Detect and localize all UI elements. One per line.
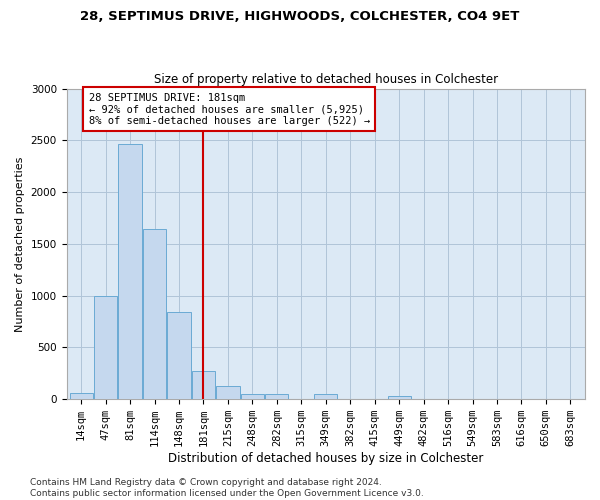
Bar: [167, 312, 191, 399]
Bar: [388, 396, 411, 399]
Text: 28 SEPTIMUS DRIVE: 181sqm
← 92% of detached houses are smaller (5,925)
8% of sem: 28 SEPTIMUS DRIVE: 181sqm ← 92% of detac…: [89, 92, 370, 126]
Bar: [192, 372, 215, 399]
Bar: [241, 394, 264, 399]
X-axis label: Distribution of detached houses by size in Colchester: Distribution of detached houses by size …: [168, 452, 484, 465]
Title: Size of property relative to detached houses in Colchester: Size of property relative to detached ho…: [154, 73, 498, 86]
Text: 28, SEPTIMUS DRIVE, HIGHWOODS, COLCHESTER, CO4 9ET: 28, SEPTIMUS DRIVE, HIGHWOODS, COLCHESTE…: [80, 10, 520, 23]
Bar: [265, 394, 289, 399]
Bar: [143, 230, 166, 399]
Bar: [314, 394, 337, 399]
Bar: [94, 296, 117, 399]
Bar: [70, 393, 93, 399]
Bar: [217, 386, 239, 399]
Y-axis label: Number of detached properties: Number of detached properties: [15, 156, 25, 332]
Bar: [118, 144, 142, 399]
Text: Contains HM Land Registry data © Crown copyright and database right 2024.
Contai: Contains HM Land Registry data © Crown c…: [30, 478, 424, 498]
